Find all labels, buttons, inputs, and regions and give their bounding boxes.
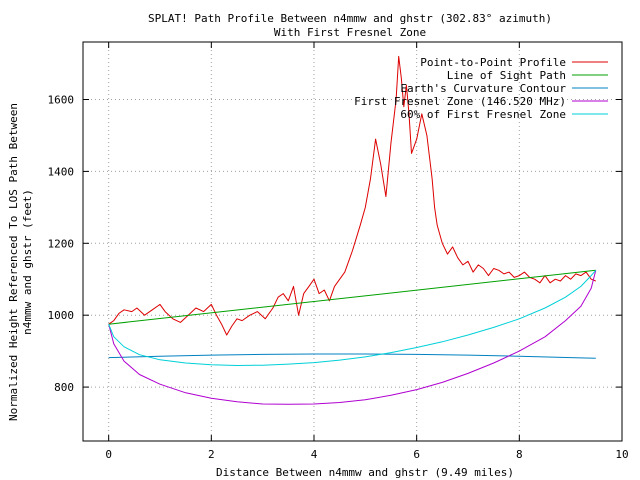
legend-label: Earth's Curvature Contour (400, 82, 566, 95)
y-axis-label-line-1: Normalized Height Referenced To LOS Path… (7, 103, 20, 421)
series-point-to-point-profile (108, 55, 596, 336)
y-tick-label: 800 (54, 381, 74, 394)
y-tick-label: 1000 (48, 309, 75, 322)
series-first-fresnel-zone-146-520-mhz (108, 270, 597, 405)
x-tick-label: 8 (516, 448, 523, 461)
x-axis-label: Distance Between n4mmw and ghstr (9.49 m… (216, 466, 514, 479)
chart-title: SPLAT! Path Profile Between n4mmw and gh… (148, 12, 552, 25)
x-tick-label: 6 (413, 448, 420, 461)
legend-label: Point-to-Point Profile (420, 56, 566, 69)
series-earth-s-curvature-contour (108, 353, 596, 359)
x-tick-label: 2 (208, 448, 215, 461)
x-tick-label: 10 (615, 448, 628, 461)
axis-ticks: 0 2 4 6 8 10 800 1000 1200 1400 1600 (48, 42, 629, 461)
plot-frame (82, 41, 623, 442)
series-60-of-first-fresnel-zone (108, 269, 597, 366)
y-axis-label-line-2: n4mmw and ghstr (feet) (21, 189, 34, 335)
chart-subtitle: With First Fresnel Zone (274, 26, 426, 39)
legend-label: First Fresnel Zone (146.520 MHz) (354, 95, 566, 108)
y-tick-label: 1200 (48, 237, 75, 250)
legend-label: 60% of First Fresnel Zone (400, 108, 566, 121)
legend-label: Line of Sight Path (447, 69, 566, 82)
series-group (108, 55, 597, 405)
x-tick-label: 0 (105, 448, 112, 461)
series-line-of-sight-path (108, 269, 596, 325)
y-tick-label: 1600 (48, 94, 75, 107)
y-tick-label: 1400 (48, 165, 75, 178)
x-tick-label: 4 (311, 448, 318, 461)
